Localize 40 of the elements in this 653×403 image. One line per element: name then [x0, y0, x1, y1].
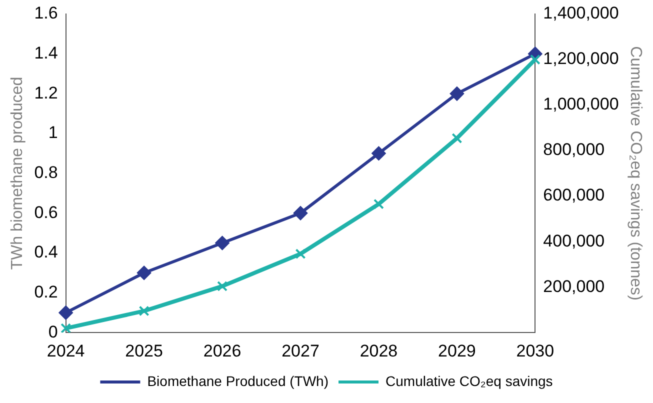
y2-tick-label: 1,200,000 — [543, 49, 619, 68]
point — [60, 323, 72, 333]
y-tick-label: 0 — [48, 322, 58, 342]
point — [215, 236, 230, 250]
y-tick-label: 1.4 — [34, 44, 58, 63]
point — [295, 248, 306, 260]
x-tick-label: 2030 — [516, 341, 554, 360]
y2-tick-label: 800,000 — [543, 140, 605, 160]
point — [450, 86, 464, 101]
y-tick-label: 0.2 — [34, 282, 58, 302]
point — [294, 206, 308, 220]
point — [217, 280, 228, 292]
y2-tick-label: 1,000,000 — [543, 94, 619, 114]
x-tick-label: 2026 — [203, 341, 242, 360]
point — [373, 198, 384, 210]
point — [452, 133, 462, 144]
y2-tick-label: 600,000 — [543, 186, 605, 205]
y2-tick-label: 1,400,000 — [543, 4, 619, 23]
legend-label: Cumulative CO₂eq savings — [386, 372, 553, 389]
y2-tick-label: 200,000 — [543, 276, 605, 296]
y-axis-title: TWh biomethane produced — [9, 76, 26, 270]
x-tick-label: 2027 — [282, 341, 320, 360]
point — [138, 306, 150, 316]
x-tick-label: 2024 — [46, 341, 85, 360]
y-tick-label: 1.6 — [34, 4, 58, 23]
point — [137, 266, 152, 280]
y-tick-label: 0.4 — [34, 242, 58, 262]
y-tick-label: 0.8 — [34, 162, 58, 182]
x-tick-label: 2028 — [360, 341, 398, 360]
y-tick-label: 1 — [48, 123, 58, 142]
point — [58, 306, 73, 320]
x-tick-label: 2029 — [438, 341, 476, 360]
y-tick-label: 1.2 — [34, 83, 58, 102]
y2-tick-label: 400,000 — [543, 231, 605, 250]
legend-label: Biomethane Produced (TWh) — [147, 372, 329, 389]
y-tick-label: 0.6 — [34, 202, 58, 222]
point — [372, 146, 386, 160]
x-tick-label: 2025 — [125, 341, 163, 360]
y2-axis-title: Cumulative CO₂eq savings (tonnes) — [626, 46, 644, 300]
point — [530, 54, 540, 65]
